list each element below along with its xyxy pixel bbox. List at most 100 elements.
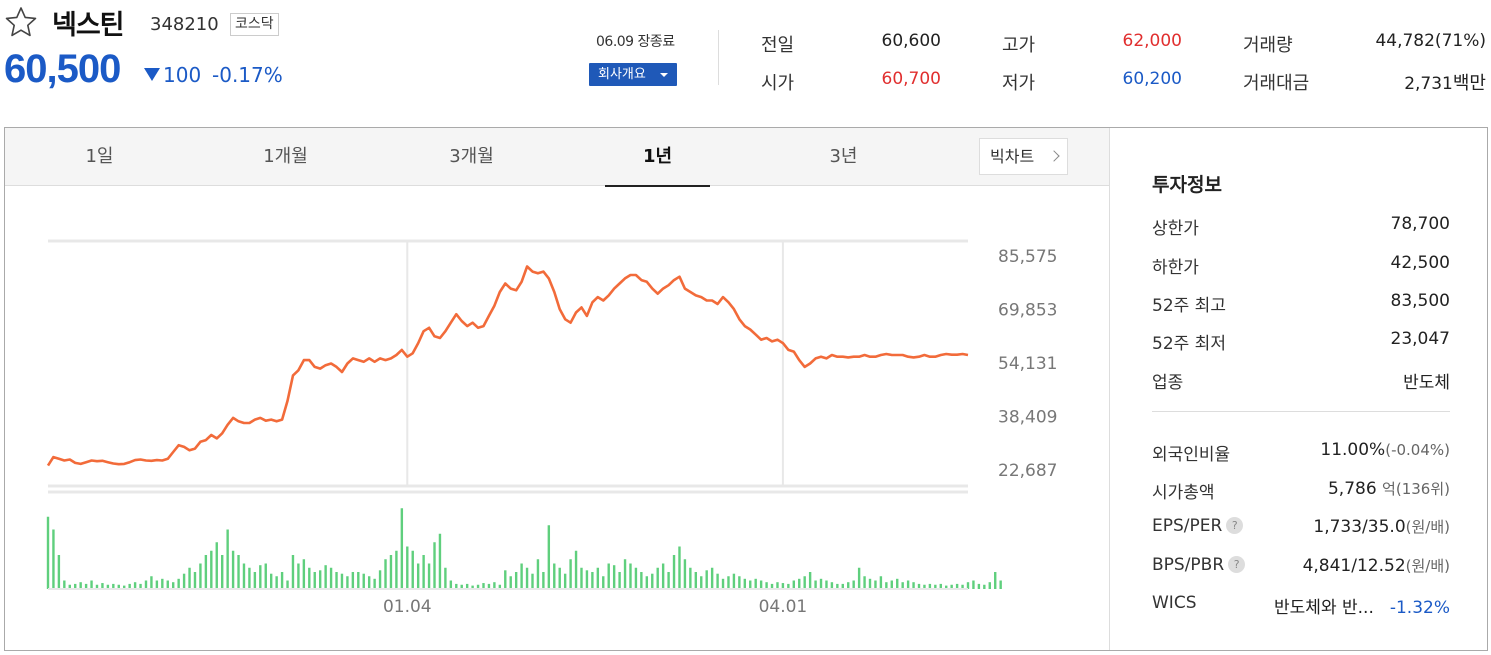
volume-bar [63, 580, 66, 589]
sector-label: 업종 [1152, 373, 1184, 393]
y-tick-label: 38,409 [998, 408, 1057, 428]
tab-1d[interactable]: 1일 [85, 146, 114, 167]
volume-bar [808, 572, 812, 589]
volume-bar [46, 516, 50, 589]
company-overview-button[interactable]: 회사개요 [589, 63, 677, 86]
volume-bar [803, 576, 806, 589]
bps-pbr-number: 4,841/12.52 [1302, 556, 1406, 576]
volume-bar [999, 580, 1002, 589]
tab-1m[interactable]: 1개월 [263, 146, 308, 167]
volume-bar [934, 584, 937, 589]
volume-bar [280, 572, 284, 589]
wics-sector-link[interactable]: 반도체와 반... [1274, 598, 1374, 618]
volume-bar [389, 555, 393, 589]
tab-3m[interactable]: 3개월 [449, 146, 494, 167]
price-change-pct: -0.17% [212, 63, 283, 87]
volume-bar [172, 582, 175, 589]
bigchart-button[interactable]: 빅차트 [979, 138, 1068, 175]
volume-bar [738, 576, 741, 589]
bps-pbr-value: 4,841/12.52(원/배) [1303, 555, 1450, 576]
volume-bar [123, 585, 126, 589]
quote-label-amount: 거래대금 [1243, 73, 1310, 94]
market-status: 06.09 장종료 [596, 34, 675, 50]
period-tabs: 1일 1개월 3개월 1년 3년 빅차트 [5, 128, 1109, 187]
volume-bar [983, 584, 986, 589]
y-tick-label: 69,853 [998, 301, 1057, 321]
volume-bar [558, 567, 561, 589]
y-tick-label: 54,131 [998, 354, 1057, 374]
volume-bar [743, 578, 747, 589]
quote-label-prev: 전일 [761, 35, 795, 56]
volume-bar [324, 565, 327, 589]
market-badge: 코스닥 [230, 13, 279, 36]
price-chart[interactable]: 85,575 69,853 54,131 38,409 22,687 01.04 04.01 [5, 186, 1109, 650]
help-icon[interactable]: ? [1228, 556, 1246, 573]
volume-bar [928, 583, 932, 589]
volume-bar [623, 559, 627, 589]
volume-bar [297, 563, 300, 589]
volume-bar [656, 567, 659, 589]
volume-bar [819, 578, 823, 589]
volume-bar [106, 584, 110, 589]
star-icon[interactable] [5, 6, 37, 38]
volume-bar [340, 573, 344, 589]
lower-limit-value: 42,500 [1390, 253, 1450, 273]
info-row-wics: WICS 반도체와 반... -1.32% [1152, 593, 1450, 618]
volume-bar [144, 580, 148, 589]
volume-bar [112, 583, 115, 589]
volume-bar [52, 529, 55, 589]
volume-bar [79, 582, 82, 589]
volume-bar [476, 584, 480, 589]
volume-bar [868, 578, 872, 589]
mktcap-number: 5,786 [1327, 479, 1377, 499]
help-icon[interactable]: ? [1226, 517, 1244, 534]
x-tick-label: 04.01 [759, 597, 808, 617]
volume-bar [569, 559, 572, 589]
volume-bar [994, 572, 997, 589]
volume-bar [444, 567, 447, 589]
volume-bar [727, 576, 730, 589]
quote-label-volume: 거래량 [1243, 35, 1293, 56]
volume-bar [74, 583, 77, 589]
sector-value: 반도체 [1403, 373, 1450, 393]
volume-bar [950, 584, 953, 589]
quote-label-high: 고가 [1002, 35, 1036, 56]
volume-bar [885, 582, 888, 589]
volume-bar [101, 583, 104, 589]
tab-3y[interactable]: 3년 [829, 146, 858, 167]
volume-bar [351, 572, 355, 589]
volume-bar [640, 572, 643, 589]
volume-bar [269, 573, 273, 589]
volume-bar [438, 533, 442, 589]
eps-per-text: EPS/PER [1152, 516, 1223, 536]
volume-bar [329, 567, 333, 589]
chart-panel: 1일 1개월 3개월 1년 3년 빅차트 85,575 69,853 54,131 3… [4, 127, 1488, 651]
volume-bar [580, 567, 583, 589]
volume-bar [857, 567, 861, 589]
quote-value-prev: 60,600 [881, 31, 941, 51]
bigchart-label: 빅차트 [990, 147, 1035, 166]
wics-pct: -1.32% [1389, 598, 1450, 618]
y-tick-label: 22,687 [998, 461, 1057, 481]
volume-bar [585, 570, 589, 589]
volume-bar [514, 572, 518, 589]
volume-bar [193, 572, 197, 589]
52w-low-value: 23,047 [1390, 329, 1450, 349]
volume-bar [139, 583, 142, 589]
volume-bar [400, 508, 404, 589]
volume-bar [901, 582, 904, 589]
foreign-ratio-number: 11.00% [1320, 440, 1386, 460]
caret-down-icon [660, 73, 668, 77]
volume-bar [629, 563, 632, 589]
volume-bar [912, 582, 915, 589]
volume-bar [237, 555, 240, 589]
quote-value-open: 60,700 [881, 69, 941, 89]
tab-1y[interactable]: 1년 [605, 128, 710, 187]
volume-bar [433, 542, 436, 589]
volume-bar [890, 580, 893, 589]
volume-bar [661, 563, 665, 589]
volume-bar [313, 572, 316, 589]
volume-bar [607, 563, 610, 589]
bps-pbr-unit: (원/배) [1405, 557, 1450, 575]
info-row-eps: EPS/PER? 1,733/35.0(원/배) [1152, 516, 1450, 540]
